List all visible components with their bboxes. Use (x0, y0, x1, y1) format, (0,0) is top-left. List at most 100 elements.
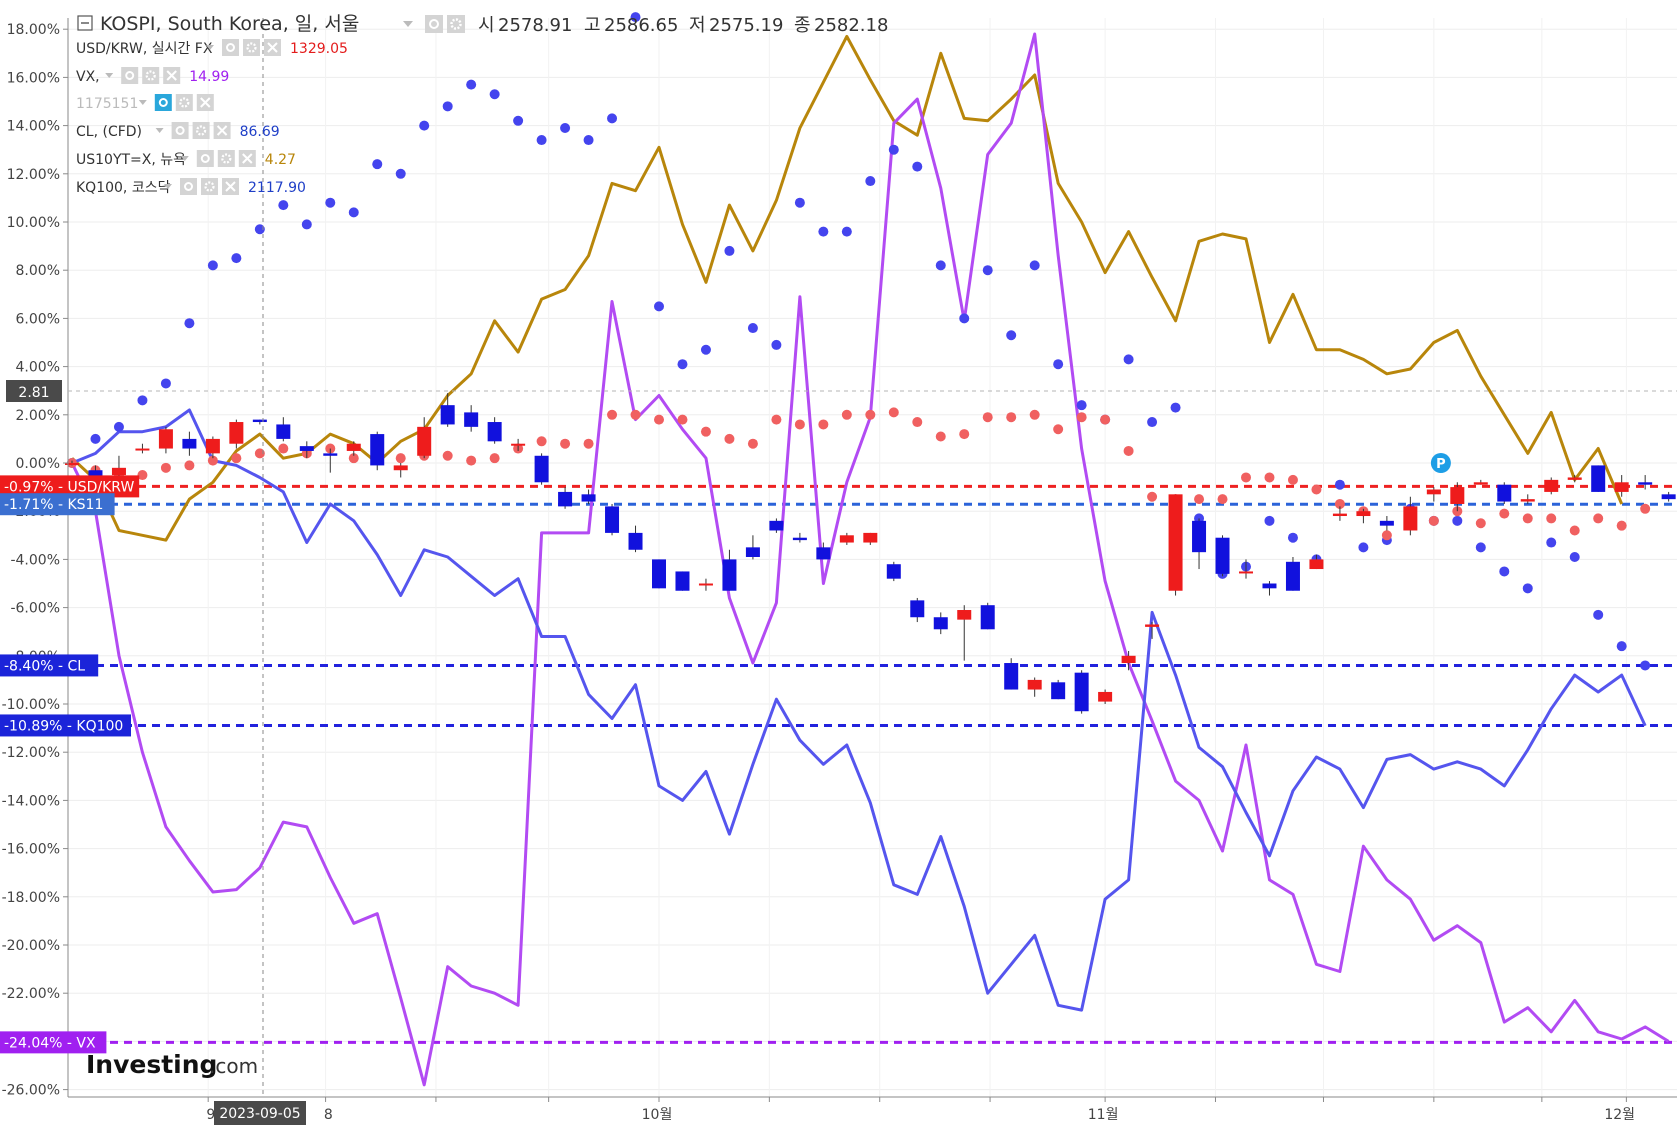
chevron-down-icon[interactable] (206, 45, 214, 50)
candle-body (769, 520, 784, 531)
candle-body (933, 617, 948, 630)
series-point-kq100 (137, 395, 148, 406)
high-value: 2586.65 (604, 15, 678, 36)
series-point-usd-krw (231, 453, 242, 464)
logo-wordmark: Investing (86, 1050, 217, 1079)
series-point-kq100 (1287, 532, 1298, 543)
candle-body (816, 547, 831, 560)
candle-body (628, 532, 643, 550)
series-point-kq100 (207, 260, 218, 271)
eye-icon[interactable] (222, 39, 239, 56)
reference-lines (68, 484, 1677, 1044)
y-tick-label: -4.00% (10, 552, 60, 568)
candle-body (1591, 465, 1606, 492)
candle-body (698, 583, 713, 586)
eye-icon[interactable] (196, 150, 214, 167)
candle-body (605, 506, 620, 533)
candle-body (299, 446, 314, 451)
eye-icon[interactable] (154, 94, 172, 111)
gear-icon[interactable] (201, 178, 218, 195)
series-point-usd-krw (1428, 515, 1439, 526)
y-tick-label: -14.00% (2, 793, 60, 809)
eye-icon[interactable] (425, 15, 443, 33)
reference-tag-label: -1.71% - KS11 (4, 497, 103, 513)
close-icon-glyph (242, 153, 253, 164)
series-point-kq100 (912, 161, 923, 172)
series-point-usd-krw (536, 436, 547, 447)
series-point-kq100 (536, 135, 547, 146)
reference-tag (0, 654, 99, 677)
eye-icon[interactable] (171, 122, 189, 139)
series-point-kq100 (325, 197, 336, 208)
y-tick-label: 8.00% (16, 263, 60, 279)
series-point-usd-krw (982, 412, 993, 423)
logo-suffix: .com (209, 1054, 258, 1078)
gear-icon[interactable] (243, 39, 260, 56)
main-legend: KOSPI, South Korea, 일, 서울 시 2578.91 고 25… (77, 13, 888, 36)
candle-body (1379, 520, 1394, 526)
series-point-usd-krw (1569, 525, 1580, 536)
series-point-usd-krw (1522, 513, 1533, 524)
legend-row: VX, 14.99 (76, 67, 229, 85)
series-point-kq100 (1522, 583, 1533, 594)
legend-row: KQ100, 코스닥 2117.90 (76, 178, 306, 196)
x-tick-label: 11월 (1088, 1107, 1119, 1123)
series-point-usd-krw (677, 414, 688, 425)
gear-icon[interactable] (217, 150, 235, 167)
candle-body (1426, 489, 1441, 495)
eye-icon[interactable] (121, 67, 139, 84)
p-marker-icon[interactable] (1430, 453, 1451, 473)
chevron-down-icon[interactable] (180, 156, 189, 161)
gear-icon[interactable] (192, 122, 210, 139)
legend-row: USD/KRW, 실시간 FX 1329.05 (76, 39, 348, 57)
eye-icon[interactable] (180, 178, 197, 195)
candle-body (1473, 482, 1488, 485)
series-point-kq100 (982, 265, 993, 276)
series-point-kq100 (231, 253, 242, 264)
series-point-kq100 (1546, 537, 1557, 548)
high-label: 고 (584, 15, 601, 36)
series-point-usd-krw (1029, 409, 1040, 420)
eye-icon-glyph (175, 126, 185, 135)
chevron-down-icon[interactable] (403, 21, 413, 27)
candle-body (229, 422, 244, 444)
legend-row-name: USD/KRW, 실시간 FX (76, 41, 213, 57)
chevron-down-icon[interactable] (138, 100, 147, 105)
chevron-down-icon[interactable] (164, 184, 172, 189)
reference-tag (0, 493, 115, 516)
series-point-usd-krw (160, 462, 171, 473)
legend-row-value: 86.69 (240, 124, 280, 140)
series-point-kq100 (1499, 566, 1510, 577)
candle-body (722, 559, 737, 591)
series-point-usd-krw (184, 460, 195, 471)
candle-body (135, 448, 150, 451)
series-point-usd-krw (935, 431, 946, 442)
series-point-usd-krw (841, 409, 852, 420)
gear-icon[interactable] (142, 67, 160, 84)
series-point-usd-krw (794, 419, 805, 430)
series-point-kq100 (1147, 417, 1158, 428)
reference-tag-label: -24.04% - VX (4, 1035, 96, 1051)
series-point-kq100 (372, 159, 383, 170)
gear-icon[interactable] (175, 94, 193, 111)
investing-logo: Investing .com (86, 1050, 258, 1079)
series-point-kq100 (113, 421, 124, 432)
eye-icon-glyph (200, 154, 210, 163)
x-tick-label: 8 (324, 1107, 333, 1123)
chevron-down-icon[interactable] (155, 128, 164, 133)
series-point-usd-krw (1616, 520, 1627, 531)
candle-body (745, 547, 760, 557)
crosshair-price-label: 2.81 (18, 385, 49, 401)
series-point-usd-krw (865, 409, 876, 420)
series-point-usd-krw (1475, 518, 1486, 529)
candle-body (1450, 487, 1465, 504)
candle-body (1309, 559, 1324, 570)
candle-body (1004, 663, 1019, 690)
chevron-down-icon[interactable] (105, 73, 114, 78)
candle-body (957, 610, 972, 620)
gear-icon[interactable] (447, 15, 465, 33)
y-tick-label: -10.00% (2, 697, 60, 713)
close-icon-glyph (267, 42, 278, 53)
candle-body (534, 455, 549, 483)
